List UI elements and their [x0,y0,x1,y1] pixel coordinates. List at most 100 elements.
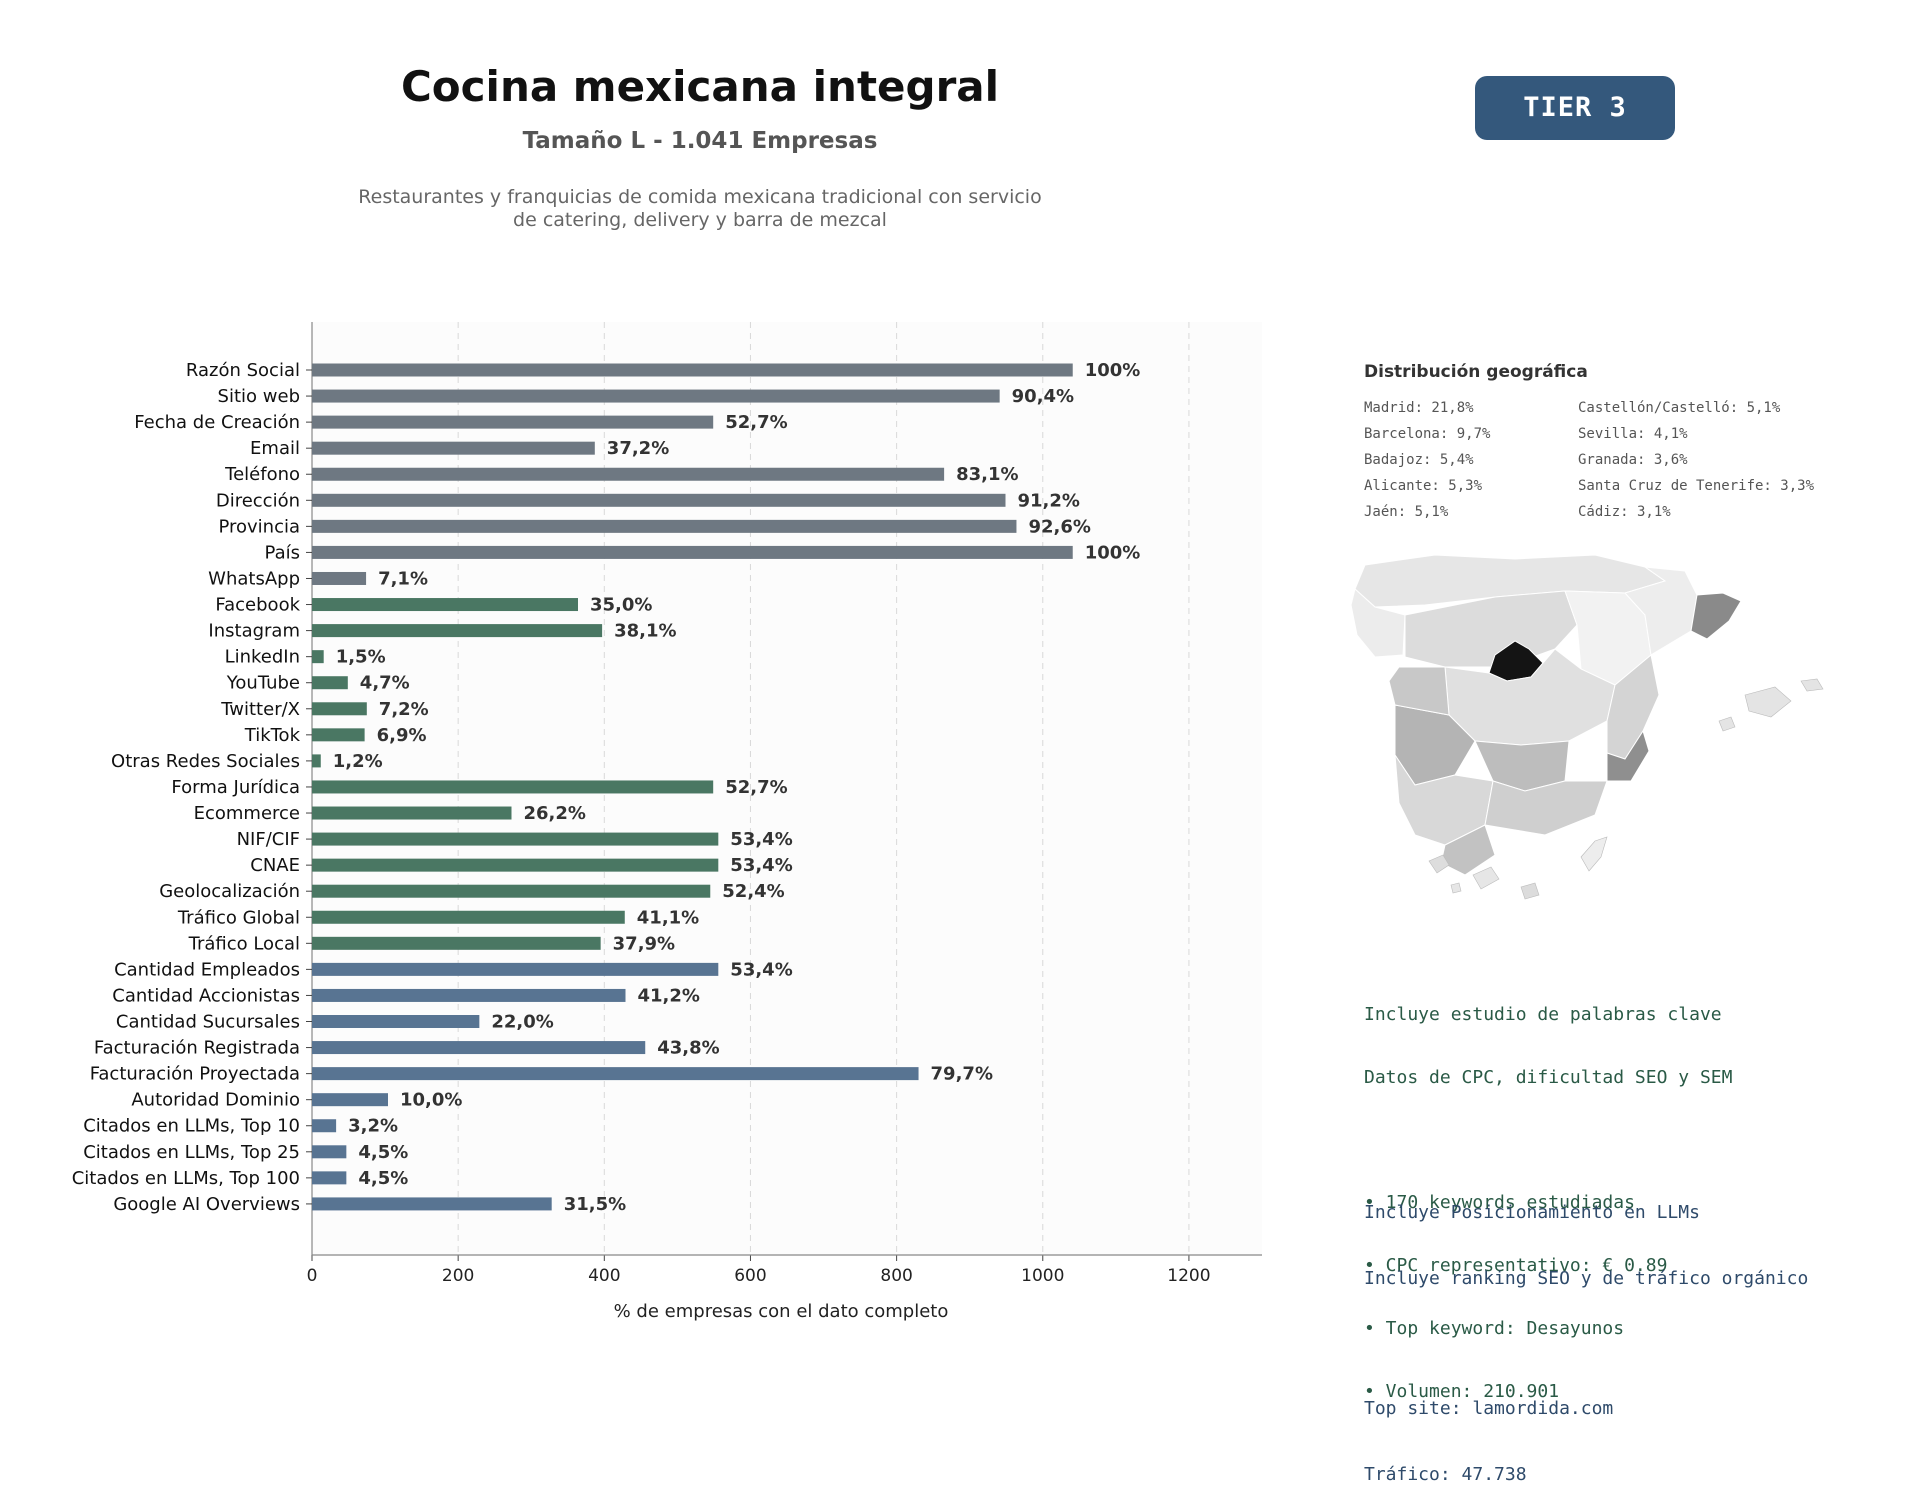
category-label: Cantidad Empleados [114,959,300,980]
category-label: Sitio web [218,386,300,407]
geo-item: Santa Cruz de Tenerife: 3,3% [1578,478,1815,494]
data-label: 3,2% [348,1116,398,1137]
map-region-balearic [1744,686,1792,718]
data-label: 92,6% [1028,516,1090,537]
category-label: TikTok [244,725,301,746]
x-tick-label: 600 [734,1266,766,1286]
category-label: Tráfico Local [188,933,300,954]
bar [312,858,719,872]
map-region-canary-gran [1520,882,1540,900]
bar [312,415,714,429]
category-label: Forma Jurídica [171,777,300,798]
geo-item: Castellón/Castelló: 5,1% [1578,400,1781,416]
category-label: Provincia [218,516,300,537]
map-region-canary-tenerife [1472,866,1500,890]
category-label: LinkedIn [225,647,300,668]
geo-item: Granada: 3,6% [1578,452,1688,468]
map-region-canary-east [1580,836,1608,872]
data-label: 100% [1085,542,1141,563]
data-label: 1,5% [336,647,386,668]
bar [312,806,512,820]
map-region-ibiza [1718,716,1736,732]
llm-top-site: Top site: lamordida.com [1364,1398,1614,1419]
category-label: Razón Social [186,360,300,381]
page-title: Cocina mexicana integral [400,62,1000,111]
bar [312,650,324,664]
bar [312,1119,337,1133]
data-label: 6,9% [377,725,427,746]
data-label: 90,4% [1012,386,1074,407]
category-label: Tráfico Global [177,907,300,928]
bar [312,493,1006,507]
category-label: Fecha de Creación [134,412,300,433]
seo-info-block: Incluye estudio de palabras clave Datos … [1364,962,1732,1423]
bar [312,519,1017,533]
data-label: 43,8% [657,1038,719,1059]
geo-item: Madrid: 21,8% [1364,400,1474,416]
bar [312,780,714,794]
geo-distribution-list: Madrid: 21,8% Castellón/Castelló: 5,1% B… [1364,400,1884,521]
data-label: 53,4% [730,829,792,850]
x-tick-label: 0 [307,1266,318,1286]
llm-line-2: Incluye ranking SEO y de tráfico orgánic… [1364,1268,1809,1289]
bar [312,702,367,716]
category-label: Dirección [216,490,300,511]
page-subtitle: Tamaño L - 1.041 Empresas [522,128,878,154]
x-tick-label: 1000 [1021,1266,1064,1286]
llm-line-1: Incluye Posicionamiento en LLMs [1364,1202,1700,1223]
geo-item: Sevilla: 4,1% [1578,426,1688,442]
map-region-galicia [1350,588,1406,658]
map-region-canary-west [1428,854,1450,874]
llm-info-block: Incluye Posicionamiento en LLMs Incluye … [1364,1158,1808,1508]
seo-bullet-top-keyword: • Top keyword: Desayunos [1364,1318,1625,1339]
bar [312,884,711,898]
bar [312,962,719,976]
spain-choropleth-map [1350,554,1824,900]
geo-item: Alicante: 5,3% [1364,478,1483,494]
data-label: 38,1% [614,621,676,642]
bar [312,1093,388,1107]
bar [312,363,1073,377]
x-tick-label: 1200 [1167,1266,1210,1286]
bar [312,441,595,455]
bar [312,624,603,638]
data-label: 37,2% [607,438,669,459]
data-label: 52,4% [722,881,784,902]
map-region-menorca [1800,678,1824,692]
data-label: 83,1% [956,464,1018,485]
seo-line-1: Incluye estudio de palabras clave [1364,1004,1722,1025]
category-label: Facturación Registrada [94,1038,300,1059]
data-label: 31,5% [564,1194,626,1215]
data-label: 35,0% [590,595,652,616]
category-label: Facebook [215,595,300,616]
data-label: 79,7% [931,1064,993,1085]
bar [312,1015,480,1028]
bar [312,910,625,924]
bar [312,754,321,768]
geo-item: Badajoz: 5,4% [1364,452,1474,468]
data-label: 91,2% [1018,490,1080,511]
geo-item: Barcelona: 9,7% [1364,426,1491,442]
category-label: Google AI Overviews [113,1194,300,1215]
seo-line-2: Datos de CPC, dificultad SEO y SEM [1364,1067,1733,1088]
completeness-bar-chart: 0 200 400 600 800 1000 1200 Razón Social 100% Sit… [72,322,1262,1322]
bar [312,936,601,950]
data-label: 7,1% [378,568,428,589]
category-label: Teléfono [224,464,300,485]
bar [312,1197,552,1211]
seo-spacer [1364,1130,1732,1150]
geo-item: Jaén: 5,1% [1364,504,1449,520]
bar [312,1171,347,1185]
bar [312,676,348,690]
data-label: 41,2% [638,985,700,1006]
category-label: Citados en LLMs, Top 10 [83,1116,300,1137]
category-label: País [265,542,300,563]
category-label: Cantidad Accionistas [112,985,300,1006]
category-label: Cantidad Sucursales [116,1012,300,1033]
data-label: 4,7% [360,673,410,694]
category-label: Ecommerce [194,803,300,824]
llm-traffic: Tráfico: 47.738 [1364,1464,1527,1485]
geo-title: Distribución geográfica [1364,362,1588,382]
bar [312,728,365,742]
map-region-granada [1484,780,1608,836]
